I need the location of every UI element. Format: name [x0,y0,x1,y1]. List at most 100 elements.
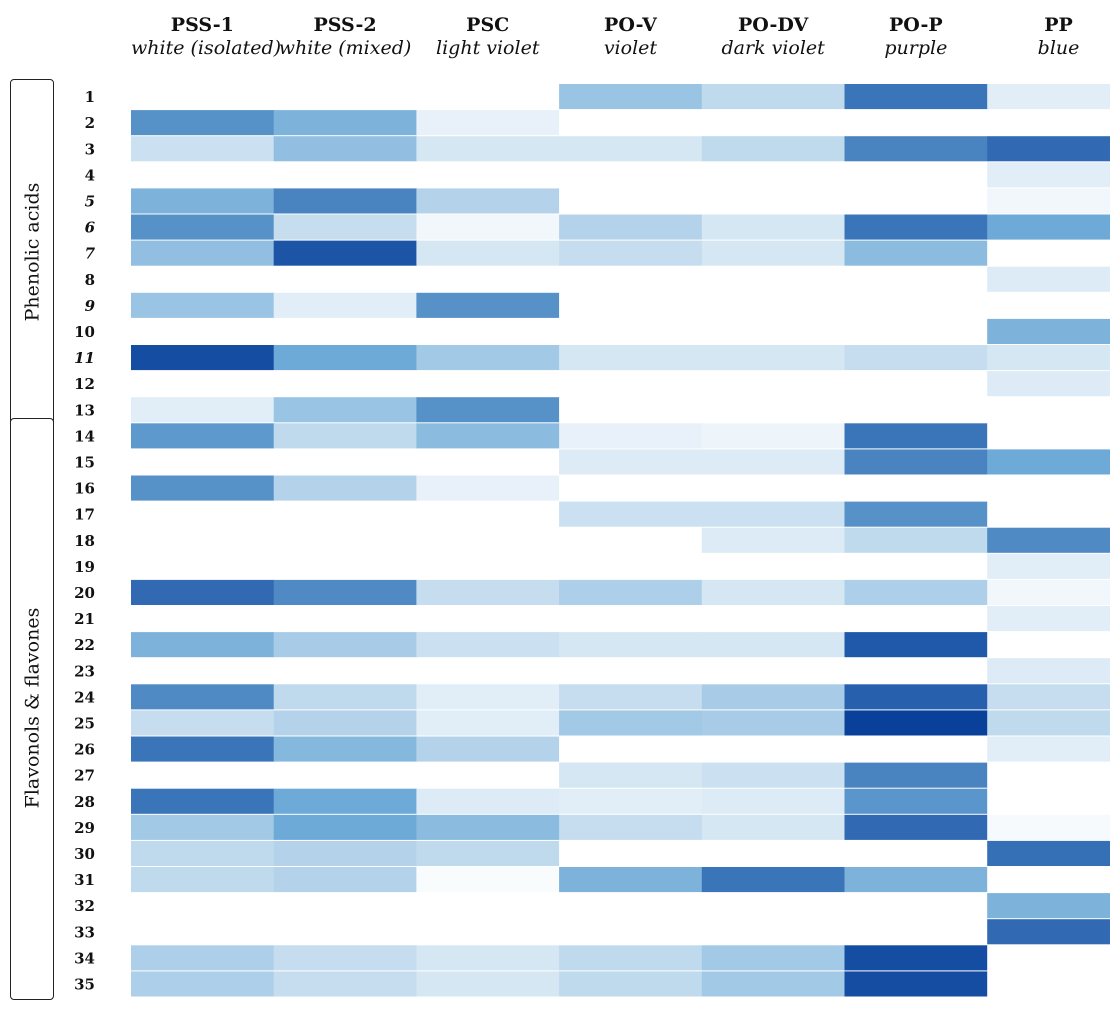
column-header: PO-P purple [845,14,988,60]
heatmap-cell [559,240,703,266]
heatmap-cell [844,84,988,110]
heatmap-cell [559,475,703,501]
heatmap-cell [701,84,845,110]
heatmap-cell [844,318,988,344]
heatmap-cell [844,397,988,423]
heatmap-cell [559,84,703,110]
heatmap-cell [131,371,275,397]
heatmap-cell [559,736,703,762]
heatmap-cell [701,919,845,945]
row-label: 15 [74,453,95,471]
heatmap-cell [844,527,988,553]
heatmap-cell [131,110,275,136]
heatmap-cell [844,736,988,762]
heatmap-cell [844,136,988,162]
heatmap-cell [416,110,560,136]
heatmap-cell [273,397,417,423]
heatmap-cell [701,606,845,632]
heatmap-cell [131,971,275,997]
heatmap-cell [701,214,845,240]
heatmap-cell [844,423,988,449]
heatmap-cell [273,658,417,684]
heatmap-cell [416,788,560,814]
heatmap-cell [416,214,560,240]
heatmap-cell [987,371,1110,397]
column-code-label: PP [1044,14,1073,36]
heatmap-cell [273,214,417,240]
heatmap-cell [273,579,417,605]
column-header: PSS-1 white (isolated) [131,14,281,60]
heatmap-cell [987,788,1110,814]
row-label: 17 [74,506,95,524]
column-header: PSS-2 white (mixed) [274,14,417,60]
heatmap-cell [987,240,1110,266]
heatmap-cell [416,449,560,475]
heatmap-cell [701,266,845,292]
heatmap-cell [131,318,275,344]
heatmap-cell [844,345,988,371]
heatmap-cell [273,501,417,527]
heatmap-cell [273,240,417,266]
heatmap-cell [131,840,275,866]
heatmap-cell [416,971,560,997]
heatmap-cell [559,553,703,579]
heatmap-cell [273,475,417,501]
heatmap-cell [416,371,560,397]
heatmap-cell [131,423,275,449]
heatmap-cell [701,501,845,527]
heatmap-cell [987,867,1110,893]
heatmap-cell [844,632,988,658]
heatmap-cell [987,945,1110,971]
heatmap-cell [273,606,417,632]
heatmap-cell [559,162,703,188]
heatmap-cell [273,893,417,919]
heatmap-cell [273,788,417,814]
heatmap-cell [844,501,988,527]
heatmap-cell [844,971,988,997]
heatmap-cell [273,684,417,710]
heatmap-cell [701,736,845,762]
column-color-label: light violet [436,37,540,59]
heatmap-cell [131,345,275,371]
row-label: 35 [74,975,95,993]
heatmap-cell [416,579,560,605]
heatmap-cell [416,840,560,866]
heatmap-cell [273,867,417,893]
heatmap-cell [416,501,560,527]
row-label: 11 [74,349,95,367]
heatmap-cell [273,423,417,449]
heatmap-cell [131,501,275,527]
heatmap-cell [131,240,275,266]
heatmap-cell [844,266,988,292]
heatmap-cell [273,553,417,579]
heatmap-cell [844,945,988,971]
column-header: PP blue [987,14,1110,60]
heatmap-cell [273,318,417,344]
heatmap-cell [987,266,1110,292]
heatmap-cell [131,945,275,971]
heatmap-cell [844,658,988,684]
heatmap-cell [844,840,988,866]
heatmap-cell [844,371,988,397]
heatmap-cell [131,893,275,919]
heatmap-cell [559,840,703,866]
heatmap-cell [701,684,845,710]
heatmap-cell [987,110,1110,136]
heatmap-cell [131,292,275,318]
heatmap-cell [131,710,275,736]
heatmap-cell [701,840,845,866]
heatmap-cell [559,318,703,344]
column-code-label: PO-P [888,14,943,36]
heatmap-cell [131,867,275,893]
heatmap-cell [131,814,275,840]
row-group-bracket [10,79,54,427]
row-label: 13 [74,401,95,419]
column-code-label: PO-DV [737,14,809,36]
heatmap-cell [131,684,275,710]
heatmap-cell [559,893,703,919]
heatmap-cell [987,684,1110,710]
row-label: 24 [74,688,95,706]
heatmap-cell [987,136,1110,162]
heatmap-cell [273,762,417,788]
